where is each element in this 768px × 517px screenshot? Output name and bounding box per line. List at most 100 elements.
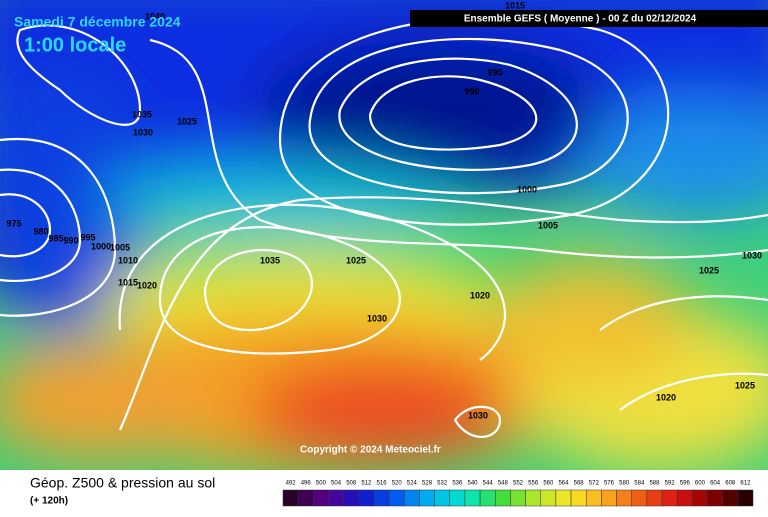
scale-swatch [297,489,314,507]
isobar-label: 1025 [177,116,197,126]
scale-swatch [388,489,405,507]
scale-swatch [692,489,708,507]
isobar-label: 1030 [133,127,153,137]
scale-label: 608 [725,481,736,487]
isobar-label: 1015 [505,0,525,10]
scale-label: 544 [483,481,494,487]
scale-label: 524 [407,481,418,487]
scale-swatch [555,489,572,507]
scale-swatch [464,489,481,507]
isobar-label: 1030 [367,313,387,323]
scale-swatch [631,489,648,507]
isobar-label: 1030 [468,410,488,420]
scale-swatch [585,489,602,507]
scale-label: 516 [377,481,388,487]
isobar-label: 1025 [699,265,719,275]
geopotential-field [0,0,768,470]
scale-swatch [707,489,723,507]
footer-lead: (+ 120h) [30,496,68,507]
isobar-label: 1015 [118,277,138,287]
scale-label: 528 [422,481,433,487]
footer-title: Géop. Z500 & pression au sol [30,475,215,491]
scale-label: 492 [286,481,297,487]
banner: Ensemble GEFS ( Moyenne ) - 00 Z du 02/1… [464,14,697,25]
scale-label: 504 [331,481,342,487]
scale-label: 552 [513,481,524,487]
isobar-label: 975 [6,218,21,228]
scale-swatch [479,489,496,507]
isobar-labels: 1015104099599010351030102510001005975980… [6,0,762,420]
isobar-label: 990 [63,235,78,245]
scale-swatch [646,489,663,507]
scale-label: 548 [498,481,509,487]
isobars [0,16,768,438]
scale-label: 596 [680,481,691,487]
banner-background [410,10,768,27]
scale-swatch [722,489,739,507]
isobar-label: 995 [487,67,502,77]
scale-label: 560 [543,481,554,487]
scale-swatch [328,489,344,507]
scale-swatch [495,489,511,507]
isobar-label: 990 [464,86,479,96]
scale-swatch [358,489,375,507]
isobar-label: 1025 [346,255,366,265]
isobar-label: 1035 [132,109,152,119]
isobar-label: 995 [80,232,95,242]
scale-swatch [737,489,754,507]
scale-swatch [510,489,526,507]
isobar-label: 1005 [538,220,558,230]
scale-label: 532 [437,481,448,487]
scale-swatch [661,489,678,507]
scale-label: 568 [574,481,585,487]
isobar-label: 1020 [656,392,676,402]
scale-label: 592 [665,481,676,487]
scale-label: 496 [301,481,312,487]
isobar-label: 1030 [742,250,762,260]
copyright: Copyright © 2024 Meteociel.fr [300,445,441,456]
isobar-label: 1000 [517,184,537,194]
scale-label: 604 [710,481,721,487]
scale-label: 500 [316,481,327,487]
scale-swatch [419,489,435,507]
scale-label: 572 [589,481,600,487]
scale-label: 520 [392,481,403,487]
scale-swatch [525,489,541,507]
isobar-label: 1020 [137,280,157,290]
scale-label: 540 [468,481,479,487]
scale-swatch [449,489,466,507]
isobar-label: 1020 [470,290,490,300]
scale-label: 564 [558,481,569,487]
scale-swatch [676,489,693,507]
scale-swatch [540,489,557,507]
scale-swatch [404,489,420,507]
scale-swatch [282,489,299,507]
scale-swatch [373,489,390,507]
scale-label: 508 [346,481,357,487]
isobar-label: 1035 [260,255,280,265]
time: 1:00 locale [24,34,126,56]
isobar-label: 980 [33,226,48,236]
scale-swatch [313,489,329,507]
scale-label: 512 [361,481,372,487]
scale-label: 612 [740,481,751,487]
isobar-label: 1000 [91,241,111,251]
scale-label: 536 [452,481,463,487]
scale-label: 588 [649,481,660,487]
isobar-label: 1010 [118,255,138,265]
scale-label: 584 [634,481,645,487]
date: Samedi 7 décembre 2024 [14,14,181,30]
scale-label: 576 [604,481,615,487]
scale-swatch [601,489,617,507]
scale-swatch [434,489,451,507]
scale-swatch [616,489,632,507]
isobar-label: 1005 [110,242,130,252]
scale-swatch [343,489,360,507]
isobar-label: 985 [48,233,63,243]
isobar-label: 1040 [145,11,165,21]
isobar-label: 1025 [735,380,755,390]
color-scale: 492 496 500 504 508 512 516 520 524 528 532 536 540 5… [282,481,754,507]
scale-label: 556 [528,481,539,487]
scale-swatch [570,489,587,507]
